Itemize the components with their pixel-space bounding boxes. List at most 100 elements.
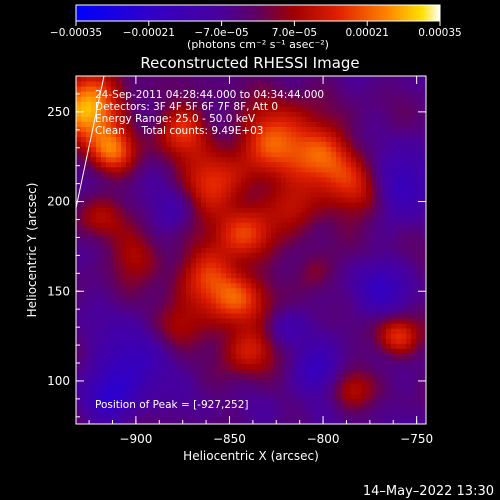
heatmap-cell — [156, 111, 162, 117]
heatmap-cell — [196, 343, 202, 349]
heatmap-cell — [341, 101, 347, 107]
heatmap-cell — [161, 146, 167, 153]
heatmap-cell — [201, 282, 207, 289]
heatmap-cell — [86, 353, 92, 359]
heatmap-cell — [381, 262, 387, 269]
heatmap-cell — [76, 297, 82, 304]
heatmap-cell — [396, 267, 402, 274]
heatmap-cell — [191, 348, 197, 354]
heatmap-cell — [206, 197, 212, 203]
heatmap-cell — [221, 101, 227, 107]
heatmap-cell — [281, 86, 287, 92]
heatmap-cell — [391, 292, 397, 299]
heatmap-cell — [411, 373, 417, 380]
heatmap-cell — [161, 328, 167, 334]
heatmap-cell — [211, 272, 217, 279]
heatmap-cell — [381, 383, 387, 390]
heatmap-cell — [256, 101, 262, 107]
heatmap-cell — [146, 217, 152, 223]
heatmap-cell — [126, 197, 132, 203]
heatmap-cell — [211, 403, 217, 410]
heatmap-cell — [336, 176, 342, 183]
heatmap-cell — [361, 252, 367, 259]
heatmap-cell — [241, 106, 247, 112]
heatmap-cell — [186, 287, 192, 294]
heatmap-cell — [401, 126, 407, 132]
heatmap-cell — [241, 222, 247, 228]
heatmap-cell — [361, 126, 367, 132]
heatmap-cell — [76, 388, 82, 395]
heatmap-cell — [231, 297, 237, 304]
heatmap-cell — [101, 207, 107, 213]
heatmap-cell — [261, 227, 267, 233]
heatmap-cell — [261, 136, 267, 143]
heatmap-cell — [136, 388, 142, 395]
heatmap-cell — [166, 282, 172, 289]
heatmap-cell — [386, 186, 392, 193]
heatmap-cell — [136, 343, 142, 349]
heatmap-cell — [321, 343, 327, 349]
heatmap-cell — [261, 323, 267, 329]
heatmap-cell — [421, 413, 426, 420]
heatmap-cell — [76, 277, 82, 284]
heatmap-cell — [306, 141, 312, 148]
heatmap-cell — [236, 202, 242, 208]
heatmap-cell — [141, 277, 147, 284]
heatmap-cell — [231, 398, 237, 405]
heatmap-cell — [111, 257, 117, 264]
heatmap-cell — [176, 126, 182, 132]
heatmap-cell — [151, 227, 157, 233]
heatmap-cell — [81, 121, 87, 127]
heatmap-cell — [361, 116, 367, 122]
heatmap-cell — [256, 373, 262, 380]
heatmap-cell — [301, 363, 307, 370]
heatmap-cell — [171, 257, 177, 264]
heatmap-cell — [316, 126, 322, 132]
heatmap-cell — [76, 121, 82, 127]
heatmap-cell — [181, 262, 187, 269]
heatmap-cell — [326, 267, 332, 274]
heatmap-cell — [266, 252, 272, 259]
heatmap-cell — [141, 106, 147, 112]
x-tick-label: −900 — [119, 432, 152, 446]
heatmap-cell — [361, 207, 367, 213]
heatmap-cell — [241, 262, 247, 269]
heatmap-cell — [126, 318, 132, 324]
heatmap-cell — [351, 408, 357, 415]
heatmap-cell — [141, 323, 147, 329]
heatmap-cell — [101, 212, 107, 218]
heatmap-cell — [226, 222, 232, 228]
heatmap-cell — [346, 111, 352, 117]
heatmap-cell — [101, 313, 107, 319]
heatmap-cell — [266, 192, 272, 198]
heatmap-cell — [121, 373, 127, 380]
heatmap-cell — [356, 297, 362, 304]
heatmap-cell — [351, 197, 357, 203]
heatmap-cell — [371, 383, 377, 390]
heatmap-cell — [411, 141, 417, 148]
heatmap-cell — [236, 212, 242, 218]
heatmap-cell — [241, 343, 247, 349]
heatmap-cell — [96, 257, 102, 264]
heatmap-cell — [131, 156, 137, 163]
heatmap-cell — [336, 227, 342, 233]
heatmap-cell — [411, 166, 417, 173]
heatmap-cell — [176, 297, 182, 304]
heatmap-cell — [316, 207, 322, 213]
heatmap-cell — [196, 76, 202, 82]
heatmap-cell — [81, 398, 87, 405]
heatmap-cell — [116, 202, 122, 208]
heatmap-cell — [221, 297, 227, 304]
heatmap-cell — [191, 197, 197, 203]
heatmap-cell — [271, 338, 277, 344]
heatmap-cell — [106, 101, 112, 107]
heatmap-cell — [96, 131, 102, 138]
heatmap-cell — [216, 262, 222, 269]
heatmap-cell — [321, 282, 327, 289]
heatmap-cell — [386, 318, 392, 324]
heatmap-cell — [176, 156, 182, 163]
heatmap-cell — [291, 348, 297, 354]
heatmap-cell — [231, 338, 237, 344]
heatmap-cell — [296, 91, 302, 97]
heatmap-cell — [211, 343, 217, 349]
